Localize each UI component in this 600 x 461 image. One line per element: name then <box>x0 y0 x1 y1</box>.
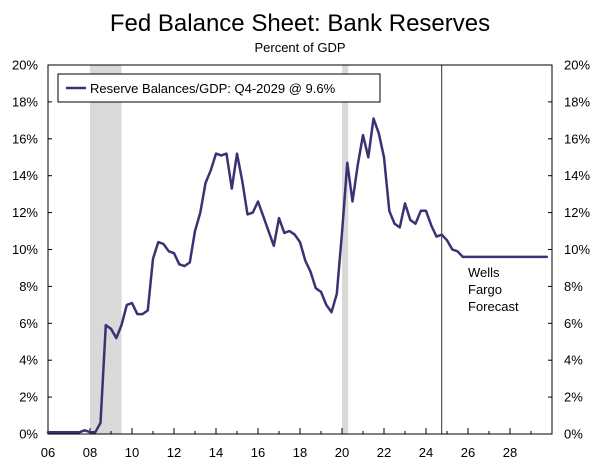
series-layer <box>46 117 549 434</box>
y-tick-label-right-9: 18% <box>564 94 590 109</box>
y-tick-label-left-7: 14% <box>12 168 38 183</box>
y-tick-label-right-2: 4% <box>564 353 583 368</box>
y-tick-label-left-6: 12% <box>12 205 38 220</box>
x-tick-label-10: 26 <box>461 445 475 460</box>
y-tick-label-right-1: 2% <box>564 390 583 405</box>
x-tick-label-1: 08 <box>83 445 97 460</box>
y-tick-label-left-9: 18% <box>12 94 38 109</box>
y-axis-ticks: 0% 0% 2% 2% 4% 4% 6% 6% 8% 8% 10% 10% 12% 12% 14% 14% 16… <box>12 58 590 442</box>
y-tick-label-right-0: 0% <box>564 427 583 442</box>
legend: Reserve Balances/GDP: Q4-2029 @ 9.6% <box>57 73 381 103</box>
plot-area-frame <box>47 64 553 435</box>
y-tick-label-right-5: 10% <box>564 242 590 257</box>
legend-entry: Reserve Balances/GDP: Q4-2029 @ 9.6% <box>90 81 336 96</box>
y-tick-label-right-8: 16% <box>564 131 590 146</box>
x-tick-label-11: 28 <box>503 445 517 460</box>
forecast-annotation-line-3: Forecast <box>468 299 519 314</box>
y-tick-label-left-0: 0% <box>19 427 38 442</box>
x-tick-label-6: 18 <box>293 445 307 460</box>
x-tick-label-3: 12 <box>167 445 181 460</box>
y-tick-label-right-10: 20% <box>564 58 590 73</box>
series-line-0 <box>46 117 549 434</box>
x-tick-label-8: 22 <box>377 445 391 460</box>
y-tick-label-left-2: 4% <box>19 353 38 368</box>
y-tick-label-left-10: 20% <box>12 58 38 73</box>
y-tick-label-left-5: 10% <box>12 242 38 257</box>
y-tick-label-left-3: 6% <box>19 316 38 331</box>
y-tick-label-right-7: 14% <box>564 168 590 183</box>
forecast-annotation-line-2: Fargo <box>468 282 502 297</box>
chart-title: Fed Balance Sheet: Bank Reserves <box>109 10 491 37</box>
x-tick-label-7: 20 <box>335 445 349 460</box>
chart-subtitle: Percent of GDP <box>254 40 346 55</box>
y-tick-label-right-4: 8% <box>564 279 583 294</box>
recession-shading <box>90 65 349 434</box>
y-tick-label-left-1: 2% <box>19 390 38 405</box>
x-tick-label-0: 06 <box>41 445 55 460</box>
y-tick-label-left-8: 16% <box>12 131 38 146</box>
x-tick-label-9: 24 <box>419 445 433 460</box>
y-tick-label-left-4: 8% <box>19 279 38 294</box>
recession-bar-0 <box>90 65 122 434</box>
x-tick-label-2: 10 <box>125 445 139 460</box>
y-tick-label-right-3: 6% <box>564 316 583 331</box>
legend-box <box>57 73 381 103</box>
x-tick-label-4: 14 <box>209 445 223 460</box>
recession-bar-1 <box>342 65 349 434</box>
x-axis-ticks: 06 08 10 12 14 16 18 20 22 24 26 28 <box>41 428 553 460</box>
x-tick-label-5: 16 <box>251 445 265 460</box>
y-tick-label-right-6: 12% <box>564 205 590 220</box>
forecast-annotation-line-1: Wells <box>468 265 500 280</box>
